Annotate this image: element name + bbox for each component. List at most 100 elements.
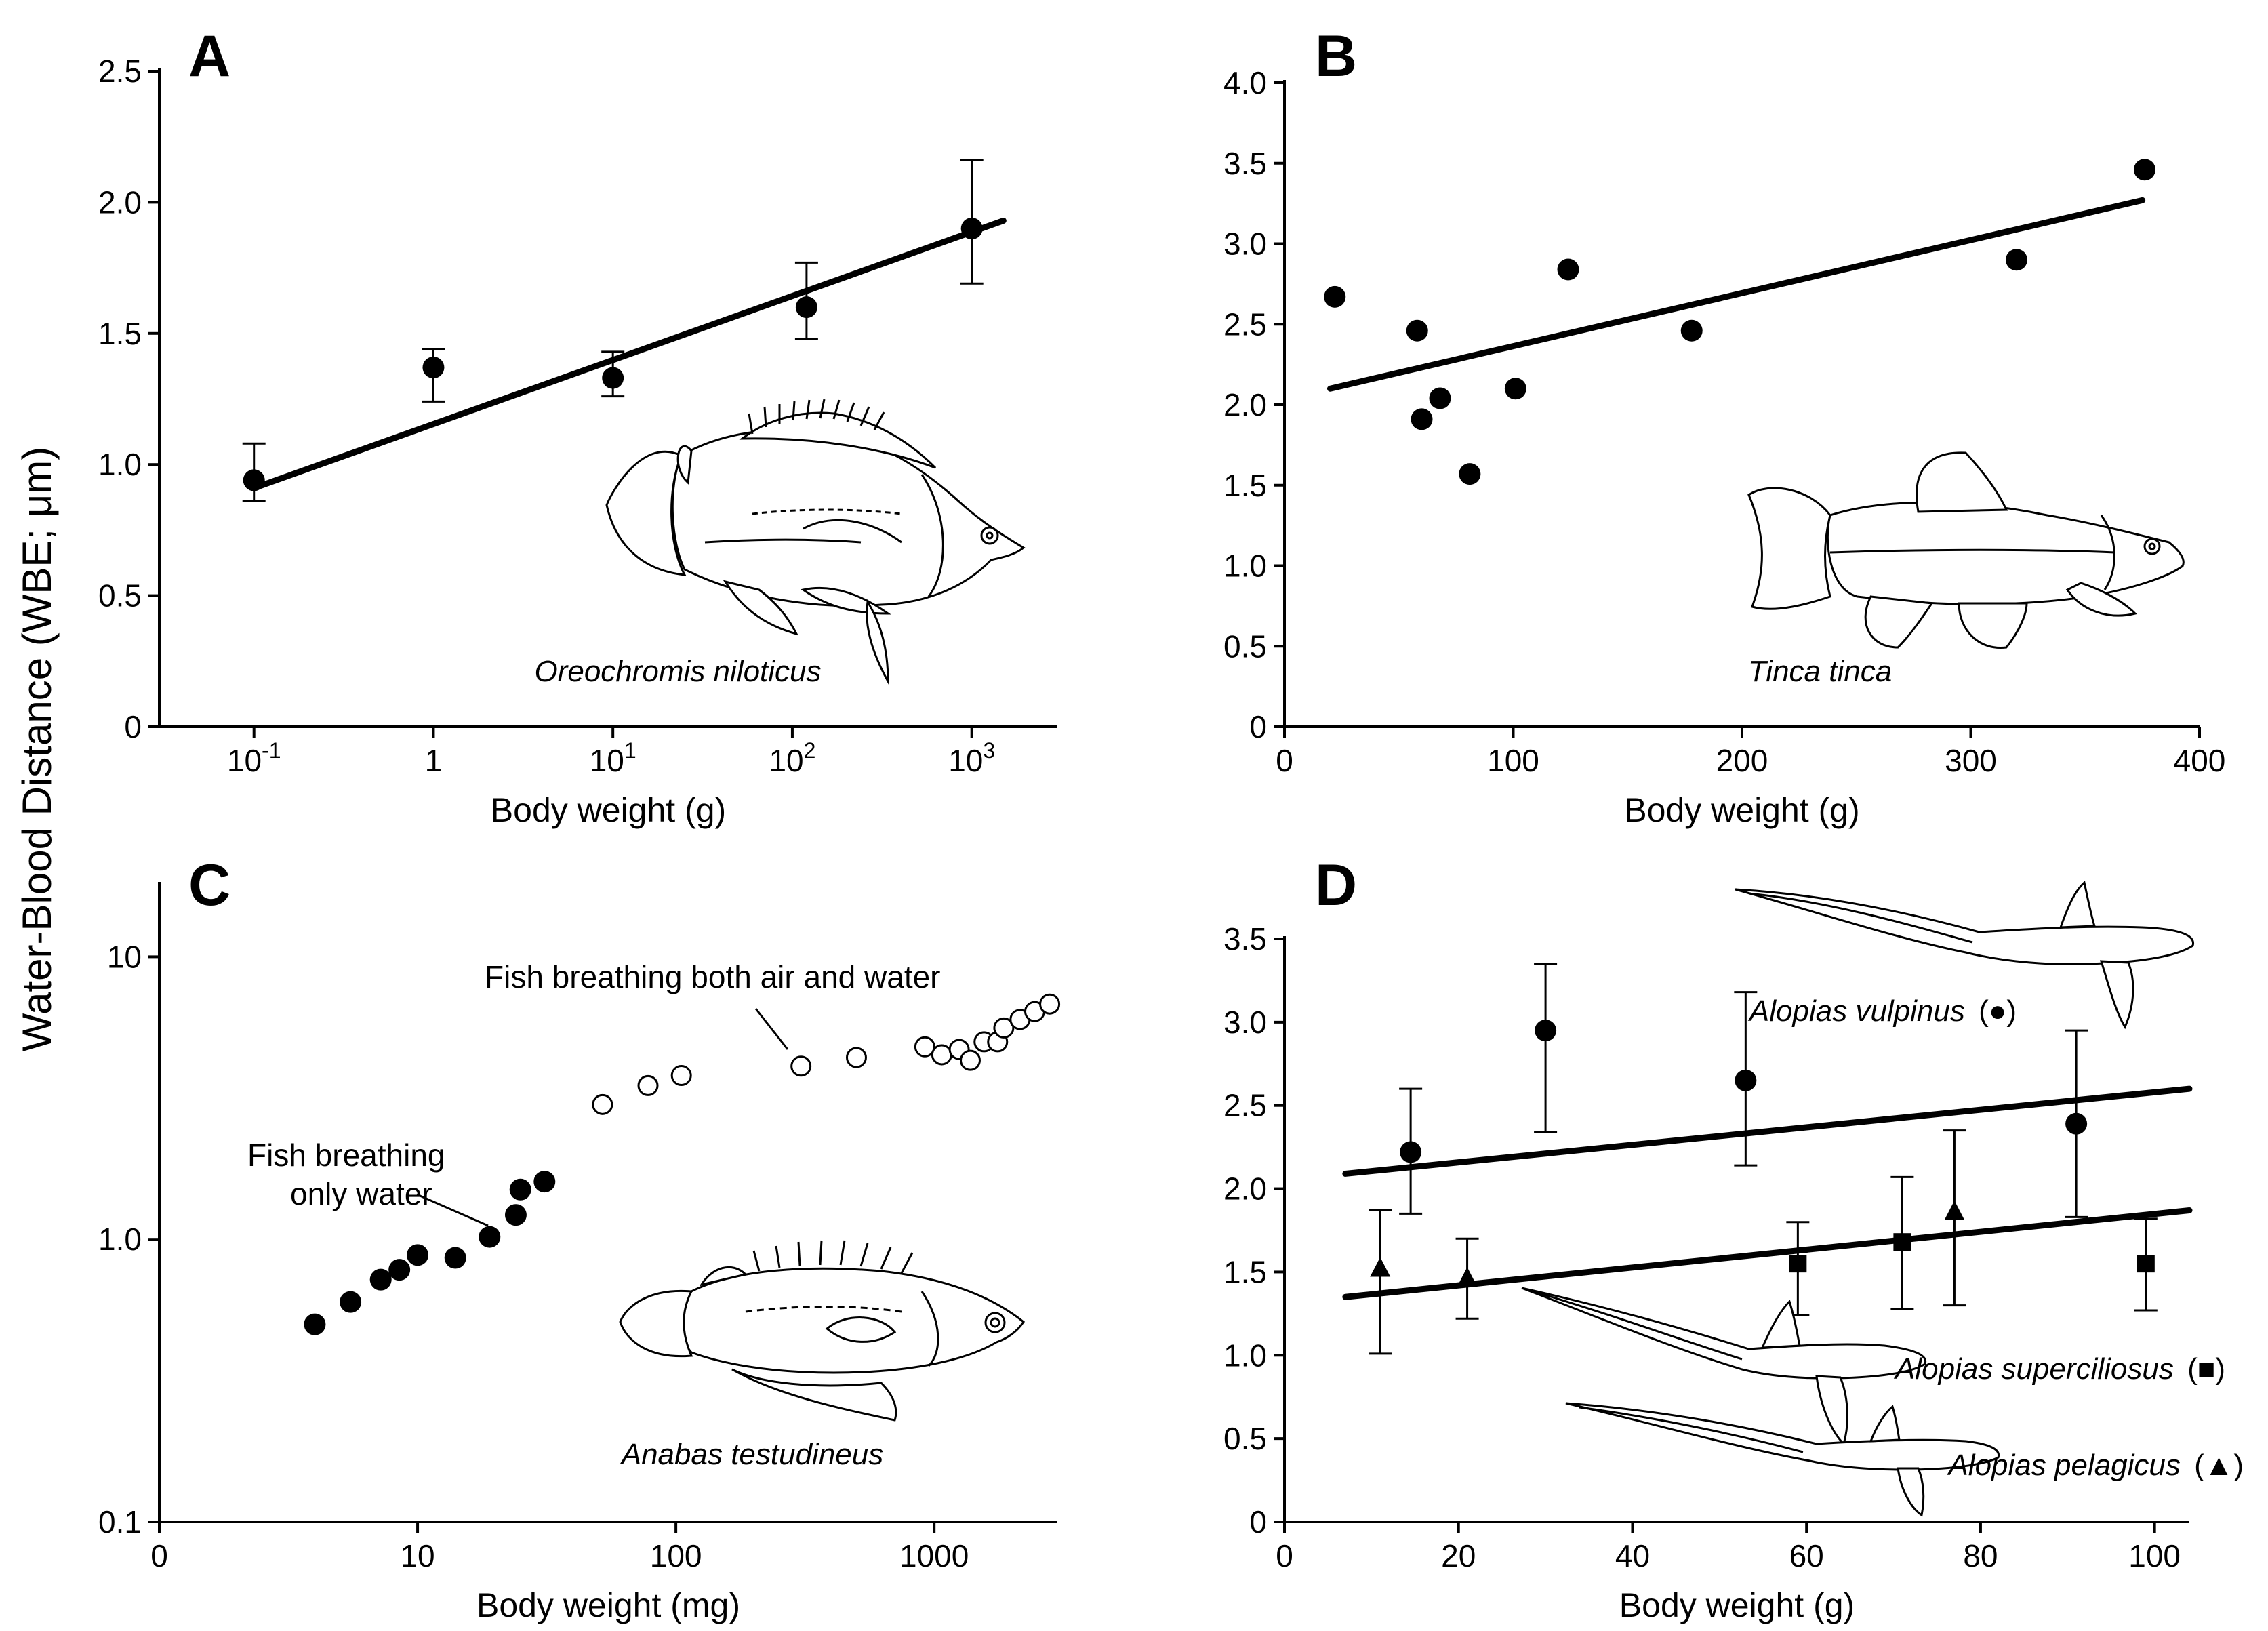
y-tick-label: 0.5 <box>1223 628 1267 664</box>
data-point <box>340 1291 362 1313</box>
x-tick-base: 10 <box>769 743 803 778</box>
y-tick-label: 3.5 <box>1223 921 1267 957</box>
data-point <box>795 296 817 319</box>
data-point <box>1324 285 1346 308</box>
legend-pelagicus-symbol: (▲) <box>2194 1449 2244 1482</box>
legend-label-pelagicus: Alopias pelagicus (▲) <box>1946 1449 2244 1482</box>
data-point-triangle <box>1944 1200 1965 1220</box>
y-tick-label: 2.5 <box>98 54 142 89</box>
y-tick-label: 2.0 <box>1223 387 1267 422</box>
data-point <box>304 1313 326 1335</box>
y-tick-label: 2.5 <box>1223 1088 1267 1123</box>
y-tick-label: 0.5 <box>1223 1421 1267 1456</box>
y-tick-label: 3.0 <box>1223 226 1267 262</box>
panel-d: 0 0.5 1.0 1.5 2.0 2.5 3.0 3.5 0 20 40 60 80 100 Body w… <box>1223 921 2193 1624</box>
thresher-pelagicus-illustration <box>1565 1402 2000 1517</box>
tilapia-illustration <box>605 399 1026 685</box>
y-tick-label: 2.0 <box>98 184 142 220</box>
regression-line <box>1342 1085 2193 1177</box>
data-point-open <box>637 1074 659 1096</box>
x-tick-label: 100 <box>1487 743 1539 778</box>
data-point-open <box>592 1093 613 1115</box>
data-point <box>479 1226 501 1248</box>
data-point <box>243 469 265 491</box>
data-point-square <box>1789 1255 1807 1273</box>
data-point-open <box>670 1065 692 1087</box>
data-point-open <box>931 1044 952 1066</box>
x-tick-base: 10 <box>227 743 262 778</box>
regression-line <box>251 217 1007 491</box>
regression-line <box>1342 1207 2193 1300</box>
panel-b: 0 0.5 1.0 1.5 2.0 2.5 3.0 3.5 4.0 0 100 200 300 400 Bo… <box>1223 65 2225 829</box>
legend-superciliosus-name: Alopias superciliosus <box>1893 1352 2174 1386</box>
y-tick-label: 0.5 <box>98 578 142 613</box>
data-point <box>1535 1020 1557 1042</box>
species-label-c: Anabas testudineus <box>620 1438 884 1471</box>
x-tick-label: 102 <box>769 738 815 778</box>
annotation-air-and-water-leader <box>754 1008 789 1050</box>
x-tick-label: 100 <box>650 1538 702 1573</box>
annotation-only-water-line1: Fish breathing <box>247 1137 445 1173</box>
data-point <box>2065 1112 2088 1135</box>
legend-vulpinus-symbol: (●) <box>1979 994 2017 1028</box>
data-point-square <box>1893 1233 1911 1251</box>
x-tick-label: 40 <box>1615 1538 1650 1573</box>
y-tick-label: 1.0 <box>98 447 142 482</box>
species-label-b: Tinca tinca <box>1748 655 1892 688</box>
y-tick-label: 1.5 <box>98 316 142 351</box>
y-tick-label: 0 <box>1249 709 1267 744</box>
x-tick-label: 101 <box>590 738 636 778</box>
data-point <box>1411 408 1433 430</box>
x-tick-label: 300 <box>1945 743 1997 778</box>
legend-superciliosus-symbol: (■) <box>2187 1352 2225 1386</box>
y-tick-label: 3.5 <box>1223 146 1267 181</box>
data-point <box>422 357 445 379</box>
x-tick-label: 0 <box>1276 1538 1293 1573</box>
x-tick-label: 1000 <box>899 1538 969 1573</box>
data-point <box>1400 1141 1422 1163</box>
data-point-open <box>959 1049 981 1071</box>
y-tick-label: 1.5 <box>1223 1254 1267 1289</box>
data-point <box>1735 1069 1757 1091</box>
data-point <box>2134 159 2155 181</box>
y-tick-label: 1.0 <box>1223 1337 1267 1373</box>
shared-y-label: Water-Blood Distance (WBE; μm) <box>14 447 60 1052</box>
x-tick-base: 1 <box>425 743 443 778</box>
y-tick-label: 10 <box>107 939 142 974</box>
x-tick-exponent: 3 <box>983 738 995 763</box>
data-point <box>504 1204 527 1226</box>
annotation-only-water-line2: only water <box>290 1176 432 1211</box>
x-axis-label: Body weight (g) <box>1624 791 1859 829</box>
y-tick-label: 0 <box>124 709 142 744</box>
thresher-superciliosus-illustration <box>1521 1287 1927 1446</box>
data-point-open <box>914 1036 935 1058</box>
x-tick-base: 10 <box>590 743 624 778</box>
x-tick-label: 1 <box>425 743 443 778</box>
panel-letter-c: C <box>188 853 230 918</box>
x-axis-label: Body weight (g) <box>491 791 726 829</box>
y-tick-label: 1.5 <box>1223 468 1267 503</box>
data-point-open <box>790 1055 812 1077</box>
data-point <box>1459 463 1481 485</box>
y-tick-label: 4.0 <box>1223 65 1267 100</box>
x-tick-label: 10-1 <box>227 738 281 778</box>
data-point <box>444 1247 466 1269</box>
y-tick-label: 1.0 <box>98 1222 142 1257</box>
y-tick-label: 3.0 <box>1223 1005 1267 1040</box>
data-point <box>1557 258 1579 281</box>
x-tick-label: 200 <box>1716 743 1768 778</box>
y-tick-label: 0.1 <box>98 1504 142 1539</box>
data-point-triangle <box>1370 1257 1391 1277</box>
species-label-a: Oreochromis niloticus <box>534 655 821 688</box>
data-point-open <box>845 1047 867 1068</box>
data-point <box>1429 387 1451 409</box>
y-tick-label: 2.5 <box>1223 306 1267 342</box>
data-point <box>509 1178 531 1201</box>
panel-letter-d: D <box>1315 853 1357 918</box>
legend-vulpinus-name: Alopias vulpinus <box>1747 994 1965 1028</box>
data-point-open <box>1039 993 1061 1015</box>
x-axis-label: Body weight (mg) <box>477 1586 740 1624</box>
